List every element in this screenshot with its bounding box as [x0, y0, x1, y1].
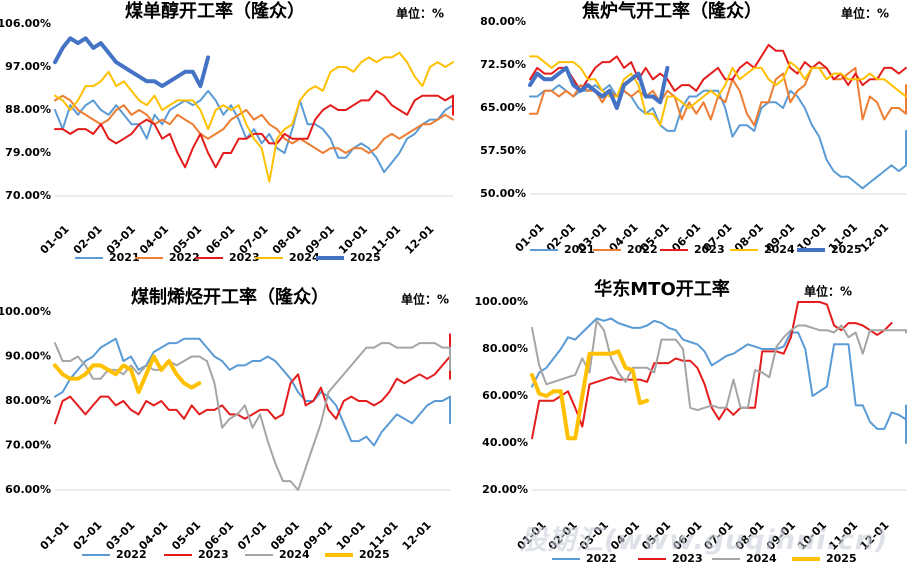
y-tick-label: 80.00%	[5, 394, 51, 407]
series-line-2023	[54, 333, 451, 425]
legend-label-2023: 2023	[694, 243, 725, 256]
y-tick-label: 57.50%	[480, 144, 526, 157]
series-line-2024	[54, 342, 451, 491]
chart-panel-4: 华东MTO开工率 单位：% 100.00% 80.00% 60.00% 40.00% 20.…	[475, 278, 907, 565]
x-tick-label: 09-01	[764, 519, 798, 553]
legend-label-2021: 2021	[564, 243, 595, 256]
chart-panel-2: 焦炉气开工率（隆众） 单位：% 80.00% 72.50% 65.00% 57.50% 50…	[480, 0, 907, 256]
y-tick-label: 80.00%	[480, 15, 526, 28]
y-tick-label: 20.00%	[482, 483, 528, 496]
series-line-2023	[531, 301, 893, 440]
y-tick-label: 100.00%	[475, 295, 528, 308]
legend-label-2022: 2022	[586, 552, 617, 565]
x-tick-label: 12-01	[857, 221, 891, 255]
chart-title: 煤单醇开工率（隆众）	[125, 0, 305, 22]
y-tick-label: 79.00%	[5, 146, 51, 159]
series-line-2022	[54, 337, 451, 447]
y-tick-label: 60.00%	[482, 389, 528, 402]
y-tick-label: 40.00%	[482, 436, 528, 449]
x-tick-label: 03-01	[577, 519, 611, 553]
series-line-2022	[531, 317, 907, 444]
series-line-2024	[531, 319, 907, 412]
series-line-2025	[53, 36, 211, 89]
x-tick-label: 12-01	[857, 519, 891, 553]
x-tick-label: 04-01	[137, 223, 171, 257]
x-tick-label: 12-01	[400, 519, 434, 553]
x-tick-label: 11-01	[826, 519, 860, 553]
x-tick-label: 01-01	[38, 223, 72, 257]
x-tick-label: 02-01	[71, 223, 105, 257]
series-line-2024	[529, 55, 907, 127]
chart-panel-3: 煤制烯烃开工率（隆众） 单位：% 100.00% 90.00% 80.00% 70.00%…	[0, 286, 451, 561]
y-tick-label: 65.00%	[480, 101, 526, 114]
legend-label-2024: 2024	[764, 243, 795, 256]
legend-label-2025: 2025	[359, 548, 390, 561]
y-tick-label: 100.00%	[0, 305, 51, 318]
unit-label: 单位：%	[401, 292, 449, 307]
unit-label: 单位：%	[396, 6, 444, 21]
series-line-2022	[54, 94, 454, 154]
x-tick-label: 07-01	[702, 519, 736, 553]
series-line-2021	[529, 84, 907, 190]
series-line-2021	[54, 89, 454, 174]
chart-panel-1: 煤单醇开工率（隆众） 单位：% 106.00% 97.00% 88.00% 79.00% 7…	[0, 0, 454, 264]
x-tick-label: 01-01	[515, 519, 549, 553]
x-tick-label: 02-01	[546, 519, 580, 553]
y-tick-label: 70.00%	[5, 189, 51, 202]
legend-label-2023: 2023	[198, 548, 229, 561]
x-tick-label: 05-01	[639, 519, 673, 553]
y-tick-label: 70.00%	[5, 439, 51, 452]
series-line-2025	[53, 354, 202, 395]
series-line-2024	[54, 51, 454, 183]
legend-label-2025: 2025	[826, 552, 857, 565]
y-tick-label: 90.00%	[5, 350, 51, 363]
x-tick-label: 07-01	[235, 519, 269, 553]
series-line-2025	[528, 65, 670, 110]
legend-label-2025: 2025	[831, 243, 862, 256]
x-tick-label: 08-01	[733, 519, 767, 553]
legend-label-2023: 2023	[229, 251, 260, 264]
y-tick-label: 106.00%	[0, 17, 51, 30]
y-tick-label: 80.00%	[482, 342, 528, 355]
legend-label-2023: 2023	[672, 552, 703, 565]
legend-label-2021: 2021	[109, 251, 140, 264]
unit-label: 单位：%	[804, 284, 852, 299]
legend-label-2024: 2024	[279, 548, 310, 561]
legend-label-2022: 2022	[116, 548, 147, 561]
x-tick-label: 01-01	[38, 519, 72, 553]
legend-label-2024: 2024	[746, 552, 777, 565]
y-tick-label: 60.00%	[5, 483, 51, 496]
series-line-2023	[529, 43, 907, 92]
unit-label: 单位：%	[841, 6, 889, 21]
x-tick-label: 10-01	[795, 519, 829, 553]
chart-title: 焦炉气开工率（隆众）	[581, 0, 762, 22]
x-tick-label: 04-01	[608, 519, 642, 553]
chart-title: 煤制烯烃开工率（隆众）	[131, 286, 329, 308]
series-line-2025	[530, 349, 650, 441]
x-tick-label: 12-01	[402, 223, 436, 257]
legend-label-2022: 2022	[169, 251, 200, 264]
legend-label-2025: 2025	[350, 251, 381, 264]
y-tick-label: 72.50%	[480, 58, 526, 71]
legend-label-2024: 2024	[289, 251, 320, 264]
x-tick-label: 06-01	[670, 519, 704, 553]
y-tick-label: 88.00%	[5, 103, 51, 116]
x-tick-label: 02-01	[71, 519, 105, 553]
series-line-2023	[54, 89, 454, 169]
legend-label-2022: 2022	[627, 243, 658, 256]
y-tick-label: 97.00%	[5, 60, 51, 73]
y-tick-label: 50.00%	[480, 187, 526, 200]
chart-title: 华东MTO开工率	[594, 278, 730, 300]
